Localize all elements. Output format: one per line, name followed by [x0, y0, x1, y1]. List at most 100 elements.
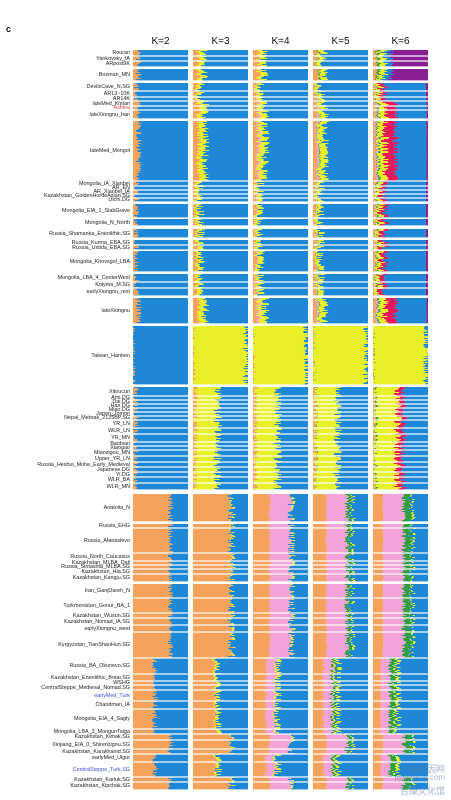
- ancestry-bar-purple: [426, 108, 428, 110]
- ancestry-bar-blue: [139, 113, 188, 115]
- ancestry-bar-orange: [313, 308, 317, 310]
- ancestry-bar-purple: [425, 231, 428, 233]
- ancestry-bar-orange: [133, 85, 138, 87]
- ancestry-bar-yellow: [257, 155, 264, 157]
- ancestry-bar-orange: [373, 129, 375, 131]
- ancestry-bar-yellow: [257, 146, 265, 148]
- ancestry-bar-pink: [376, 151, 379, 153]
- ancestry-bar-orange: [313, 236, 315, 238]
- ancestry-bar-green: [319, 179, 321, 181]
- ancestry-bar-blue: [397, 113, 427, 115]
- ancestry-bar-blue: [260, 196, 308, 198]
- ancestry-bar-blue: [267, 123, 308, 125]
- ancestry-bar-yellow: [259, 175, 267, 177]
- ancestry-bar-blue: [385, 214, 426, 216]
- ancestry-bar-yellow: [375, 210, 379, 212]
- ancestry-bar-blue: [138, 77, 188, 79]
- ancestry-bar-red: [376, 212, 383, 214]
- ancestry-bar-orange: [373, 179, 377, 181]
- ancestry-bar-blue: [137, 151, 188, 153]
- ancestry-bar-yellow: [200, 111, 209, 113]
- ancestry-bar-orange: [373, 247, 374, 249]
- ancestry-bar-orange: [373, 148, 377, 150]
- ancestry-bar-orange: [253, 122, 257, 124]
- ancestry-bar-orange: [313, 278, 315, 280]
- ancestry-bar-pink: [376, 152, 379, 154]
- ancestry-bar-orange: [313, 303, 317, 305]
- ancestry-bar-blue: [316, 224, 368, 226]
- ancestry-bar-yellow: [318, 286, 324, 288]
- ancestry-bar-orange: [313, 160, 318, 162]
- ancestry-bar-orange: [373, 261, 375, 263]
- ancestry-bar-pink: [315, 283, 317, 285]
- ancestry-bar-orange: [133, 92, 135, 94]
- ancestry-bar-orange: [373, 240, 374, 242]
- ancestry-bar-blue: [140, 318, 188, 320]
- ancestry-bar-blue: [137, 235, 188, 237]
- ancestry-bar-yellow: [199, 108, 207, 110]
- ancestry-bar-yellow: [255, 223, 261, 225]
- ancestry-bar-pink: [316, 188, 318, 190]
- ancestry-bar-blue: [256, 236, 308, 238]
- ancestry-bar-blue: [319, 262, 368, 264]
- ancestry-bar-blue: [257, 192, 308, 194]
- ancestry-bar-orange: [373, 161, 377, 163]
- ancestry-bar-orange: [313, 289, 315, 291]
- ancestry-bar-pink: [257, 175, 260, 177]
- ancestry-bar-orange: [313, 196, 315, 198]
- ancestry-bar-orange: [133, 280, 139, 282]
- ancestry-bar-orange: [193, 156, 196, 158]
- ancestry-bar-pink: [258, 171, 261, 173]
- ancestry-bar-green: [317, 207, 319, 209]
- ancestry-bar-pink: [256, 151, 259, 153]
- ancestry-bar-pink: [315, 259, 317, 261]
- ancestry-bar-blue: [385, 199, 426, 201]
- ancestry-bar-yellow: [254, 247, 259, 249]
- ancestry-bar-blue: [317, 216, 368, 218]
- ancestry-bar-red: [382, 283, 387, 285]
- ancestry-bar-purple: [425, 279, 428, 281]
- ancestry-bar-orange: [313, 304, 318, 306]
- ancestry-bar-orange: [253, 301, 256, 303]
- ancestry-bar-red: [378, 210, 384, 212]
- ancestry-bar-green: [318, 73, 320, 75]
- ancestry-bar-green: [376, 64, 380, 66]
- ancestry-bar-orange: [373, 168, 377, 170]
- ancestry-bar-yellow: [260, 132, 269, 134]
- ancestry-bar-purple: [425, 182, 428, 184]
- ancestry-bar-orange: [193, 302, 200, 304]
- ancestry-bar-pink: [316, 177, 318, 179]
- ancestry-bar-yellow: [317, 167, 325, 169]
- ancestry-bar-yellow: [318, 268, 324, 270]
- ancestry-bar-yellow: [255, 230, 259, 232]
- ancestry-bar-green: [319, 157, 321, 159]
- ancestry-bar-pink: [314, 278, 316, 280]
- ancestry-bar-green: [377, 176, 380, 178]
- ancestry-bar-red: [386, 108, 397, 110]
- ancestry-bar-yellow: [376, 256, 381, 258]
- ancestry-bar-yellow: [376, 150, 383, 152]
- ancestry-bar-yellow: [196, 219, 202, 221]
- ancestry-bar-orange: [373, 223, 376, 225]
- ancestry-bar-yellow: [199, 140, 206, 142]
- ancestry-bar-green: [377, 142, 380, 144]
- ancestry-bar-green: [378, 159, 381, 161]
- ancestry-bar-green: [376, 172, 379, 174]
- ancestry-bar-orange: [313, 306, 317, 308]
- ancestry-bar-green: [376, 111, 379, 113]
- ancestry-bar-blue: [386, 53, 393, 55]
- ancestry-bar-pink: [315, 223, 316, 225]
- ancestry-bar-blue: [394, 158, 427, 160]
- ancestry-bar-yellow: [255, 291, 259, 293]
- ancestry-bar-pink: [316, 133, 319, 135]
- ancestry-bar-yellow: [259, 117, 267, 119]
- ancestry-bar-yellow: [197, 299, 204, 301]
- ancestry-bar-orange: [133, 132, 141, 134]
- ancestry-bar-purple: [425, 260, 428, 262]
- ancestry-bar-orange: [193, 313, 198, 315]
- ancestry-bar-blue: [198, 187, 248, 189]
- ancestry-bar-blue: [205, 137, 248, 139]
- ancestry-bar-orange: [313, 85, 316, 87]
- ancestry-bar-yellow: [374, 235, 378, 237]
- ancestry-bar-blue: [204, 232, 248, 234]
